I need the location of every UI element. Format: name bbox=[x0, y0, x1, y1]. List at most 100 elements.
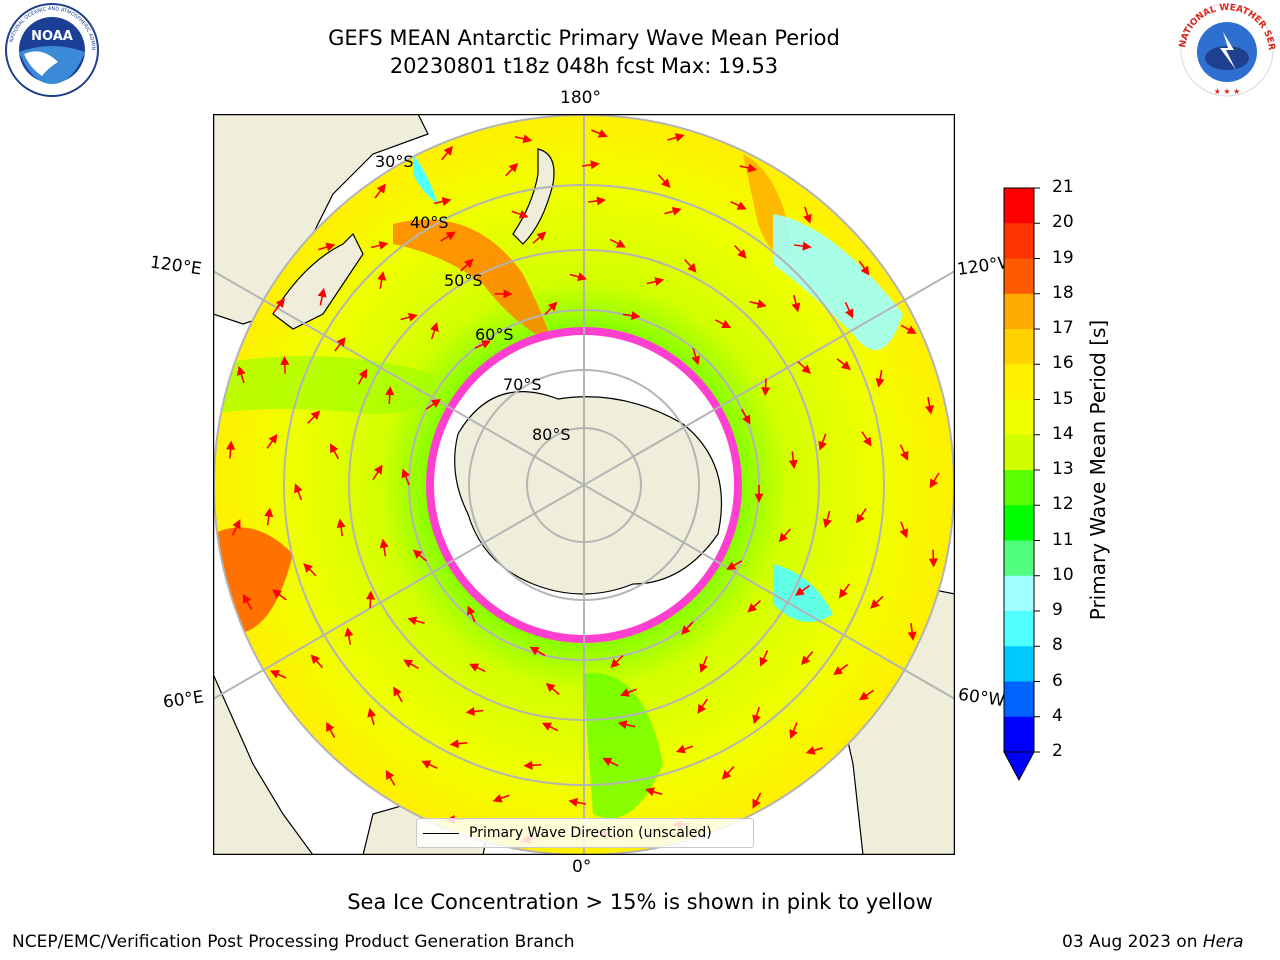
wave-arrow-head bbox=[310, 410, 321, 420]
wave-arrow-head bbox=[794, 586, 805, 596]
wave-arrow-head bbox=[721, 769, 732, 780]
wave-arrow-head bbox=[602, 757, 613, 767]
legend-line-swatch bbox=[423, 832, 459, 834]
wave-arrow-head bbox=[270, 670, 280, 679]
wave-arrow-head bbox=[547, 301, 558, 312]
legend-label: Primary Wave Direction (unscaled) bbox=[469, 825, 712, 841]
wave-arrow-head bbox=[365, 590, 376, 600]
wave-arrow-head bbox=[344, 627, 354, 637]
wave-arrow-head bbox=[747, 603, 758, 613]
colorbar-swatch bbox=[1004, 399, 1034, 436]
wave-arrow-head bbox=[856, 513, 865, 524]
colorbar-tick-label: 6 bbox=[1052, 670, 1063, 691]
wave-arrow-head bbox=[822, 518, 832, 529]
colorbar-tick-label: 21 bbox=[1052, 177, 1074, 197]
colorbar-tick-label: 9 bbox=[1052, 600, 1063, 620]
wave-arrow-head bbox=[818, 440, 827, 451]
wave-arrow-head bbox=[661, 178, 671, 189]
wave-arrow-head bbox=[803, 213, 812, 224]
wave-arrow-head bbox=[421, 760, 432, 769]
wave-arrow-head bbox=[742, 414, 751, 425]
wave-arrow-head bbox=[310, 654, 321, 665]
wave-arrow-head bbox=[906, 325, 917, 334]
wave-arrow-head bbox=[802, 241, 812, 251]
wave-arrow-head bbox=[675, 744, 686, 754]
colorbar-swatch bbox=[1004, 293, 1034, 330]
wave-arrow-head bbox=[691, 355, 701, 366]
wave-arrow-head bbox=[654, 277, 665, 286]
wave-arrow-head bbox=[778, 532, 788, 543]
wave-arrow-head bbox=[541, 722, 553, 731]
lon-label-60w: 60°W bbox=[956, 684, 1007, 712]
wave-arrow-head bbox=[467, 605, 476, 616]
colorbar-swatch bbox=[1004, 258, 1034, 295]
colorbar-tick-label: 12 bbox=[1052, 494, 1074, 515]
colorbar-extend-arrow bbox=[1003, 751, 1035, 782]
wave-arrow-head bbox=[469, 663, 480, 672]
wave-arrow-head bbox=[522, 134, 533, 144]
wave-arrow-head bbox=[536, 231, 547, 241]
wave-arrow-head bbox=[236, 365, 246, 376]
wave-arrow-head bbox=[443, 146, 453, 156]
colorbar-swatch bbox=[1004, 716, 1034, 753]
wave-arrow-head bbox=[393, 686, 402, 697]
wave-arrow-head bbox=[862, 436, 872, 447]
colorbar-tick-label: 11 bbox=[1052, 529, 1074, 550]
svg-text:NOAA: NOAA bbox=[31, 29, 73, 44]
lat-label-70s: 70°S bbox=[503, 375, 542, 394]
wave-arrow-head bbox=[759, 656, 768, 667]
wave-arrow-head bbox=[929, 478, 939, 489]
wave-arrow-head bbox=[465, 707, 475, 717]
wave-arrow-head bbox=[610, 658, 620, 669]
wave-arrow-head bbox=[275, 298, 285, 309]
wave-arrow-head bbox=[367, 707, 377, 718]
colorbar-tick-label: 18 bbox=[1052, 282, 1074, 303]
wave-arrow-head bbox=[481, 340, 492, 349]
lat-label-80s: 80°S bbox=[532, 425, 571, 444]
wave-arrow-head bbox=[619, 688, 630, 697]
wave-arrow-head bbox=[377, 271, 387, 281]
colorbar-swatch bbox=[1004, 470, 1034, 506]
wave-arrow-head bbox=[761, 387, 771, 397]
wave-arrow-head bbox=[329, 443, 339, 454]
wave-arrow-head bbox=[523, 760, 533, 770]
wave-arrow-head bbox=[870, 599, 880, 609]
nws-logo: NATIONAL WEATHER SERVICE ★ ★ ★ bbox=[1176, 2, 1276, 97]
colorbar-tick-label: 14 bbox=[1052, 423, 1074, 444]
colorbar-tick-label: 16 bbox=[1052, 353, 1074, 374]
noaa-logo: NOAA NATIONAL OCEANIC AND ATMOSPHERIC AD… bbox=[2, 2, 99, 97]
wave-arrow-head bbox=[403, 659, 414, 668]
colorbar-swatch bbox=[1004, 646, 1034, 682]
wave-arrow-head bbox=[674, 133, 685, 142]
wave-arrow-head bbox=[899, 528, 909, 539]
footer-credit: NCEP/EMC/Verification Post Processing Pr… bbox=[12, 932, 575, 952]
wave-arrow-head bbox=[841, 360, 851, 371]
caption: Sea Ice Concentration > 15% is shown in … bbox=[347, 890, 933, 914]
wave-arrow-head bbox=[529, 646, 540, 656]
wave-arrow-head bbox=[928, 558, 938, 568]
wave-arrow-head bbox=[907, 631, 917, 641]
wave-arrow-head bbox=[721, 319, 732, 328]
colorbar-swatch bbox=[1004, 364, 1034, 400]
lon-label-120e: 120°E bbox=[148, 252, 203, 280]
wave-arrow-head bbox=[596, 196, 606, 206]
wave-arrow-head bbox=[791, 302, 801, 313]
svg-text:★ ★ ★: ★ ★ ★ bbox=[1214, 87, 1241, 96]
map-subtitle: 20230801 t18z 048h fcst Max: 19.53 bbox=[389, 54, 779, 78]
wave-arrow-head bbox=[336, 337, 346, 347]
wave-arrow-head bbox=[280, 355, 290, 365]
colorbar-tick-label: 19 bbox=[1052, 247, 1074, 268]
wave-arrow-head bbox=[378, 241, 389, 250]
wave-arrow-head bbox=[385, 386, 395, 396]
colorbar-tick-label: 2 bbox=[1052, 741, 1063, 761]
footer-date-text: 03 Aug 2023 on bbox=[1062, 932, 1203, 952]
polar-map bbox=[213, 114, 955, 855]
wave-arrow-head bbox=[430, 399, 441, 408]
wave-arrow-head bbox=[293, 483, 303, 494]
wave-arrow-head bbox=[756, 299, 767, 309]
wave-arrow-head bbox=[925, 405, 935, 415]
wave-arrow-head bbox=[264, 507, 274, 518]
wave-arrow-head bbox=[379, 538, 389, 549]
wave-arrow-head bbox=[687, 263, 697, 273]
wave-arrow-head bbox=[568, 797, 579, 807]
